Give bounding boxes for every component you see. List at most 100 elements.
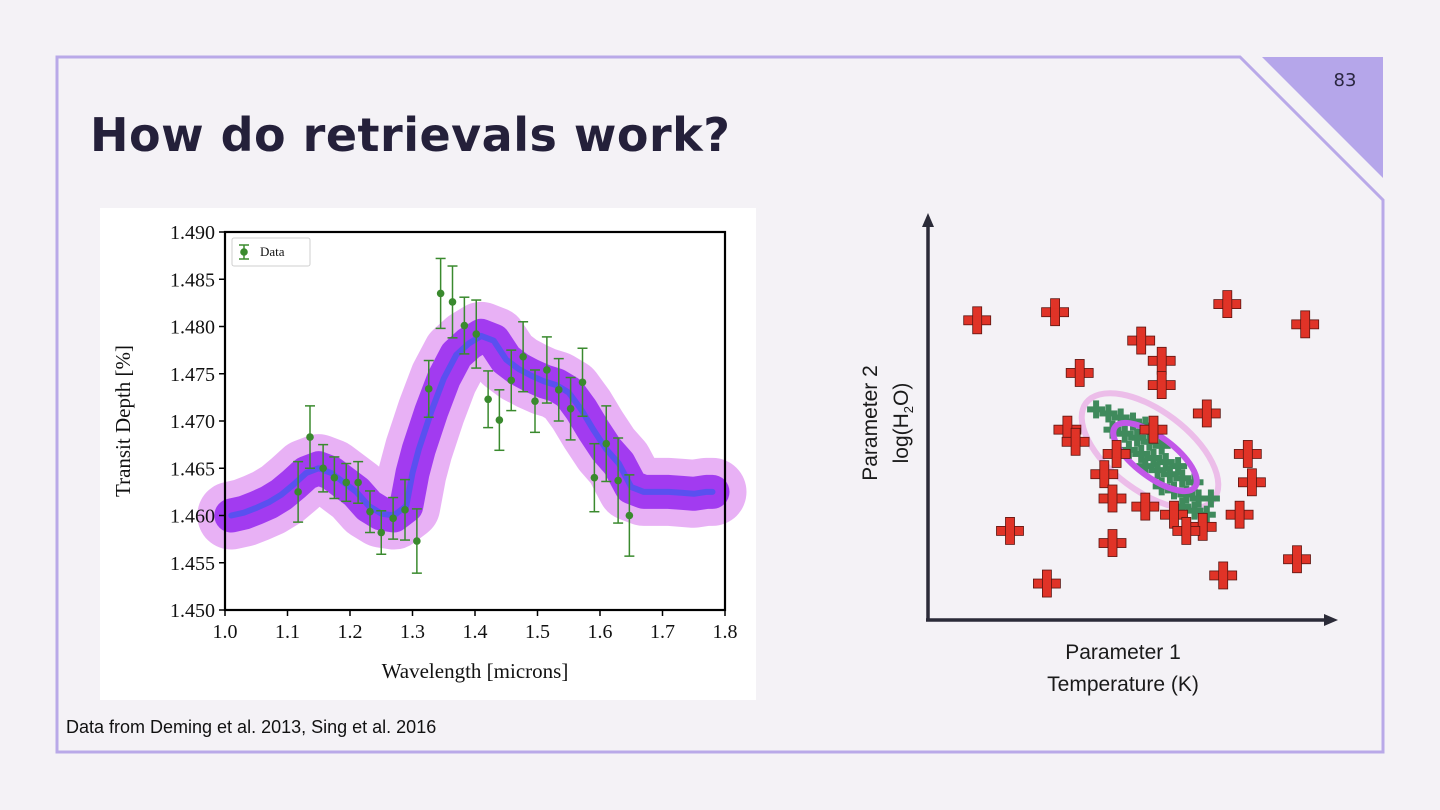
data-point [435, 257, 446, 330]
data-marker [342, 478, 351, 487]
rejected-center [1137, 336, 1146, 345]
data-point [565, 376, 576, 441]
slide-number: 83 [1333, 70, 1357, 91]
data-marker [543, 366, 551, 374]
accepted-marker [1152, 436, 1171, 455]
accepted-marker [1144, 449, 1163, 467]
data-marker [424, 385, 433, 393]
data-marker [519, 352, 527, 361]
rejected-marker [1032, 569, 1061, 598]
inner-contour [1110, 419, 1200, 495]
accepted-bar-v [1138, 444, 1145, 463]
parameter-space-diagram: Parameter 1 Temperature (K) Parameter 2 … [850, 205, 1350, 715]
data-marker [413, 537, 421, 545]
model-line [228, 332, 716, 519]
rejected-marker [1147, 371, 1176, 400]
accepted-bar-v [1195, 489, 1202, 508]
accepted-bar-v [1134, 428, 1141, 447]
rejected-center [1248, 478, 1256, 487]
x-tick-label: 1.0 [213, 621, 238, 643]
data-marker [330, 473, 339, 482]
rejected-marker [1192, 399, 1221, 428]
transit-depth-chart: 1.0 1.1 1.2 1.3 1.4 1.5 1.6 1.7 1.8 1.450 1.455 1.4… [100, 208, 756, 700]
y-tick-label: 1.485 [170, 269, 215, 291]
y-tick-label: 1.475 [170, 364, 215, 386]
y-tick-label: 1.490 [170, 222, 215, 244]
data-marker [436, 289, 445, 298]
y-axis-arrowhead [922, 213, 934, 227]
rejected-marker [1283, 545, 1311, 574]
data-point [329, 456, 340, 500]
accepted-marker [1177, 485, 1196, 504]
source-caption: Data from Deming et al. 2013, Sing et al… [66, 717, 437, 737]
rejected-center [1293, 555, 1301, 564]
data-point [365, 490, 375, 534]
rejected-center [1157, 356, 1166, 365]
data-point [305, 405, 315, 469]
rejected-marker [1090, 460, 1119, 489]
rejected-center [1100, 470, 1109, 479]
slide-title: How do retrievals work? [90, 108, 731, 162]
rejected-marker [1209, 561, 1238, 590]
rejected-marker [1237, 468, 1266, 497]
data-marker [531, 397, 539, 405]
accepted-bar-v [1166, 465, 1173, 484]
accepted-marker [1185, 501, 1204, 520]
accepted-marker [1099, 404, 1118, 423]
rejected-marker [1139, 415, 1168, 444]
y-tick-label: 1.460 [170, 506, 215, 528]
y-tick-label: 1.450 [170, 600, 215, 622]
data-point [601, 405, 612, 483]
parameter-space-svg: Parameter 1 Temperature (K) Parameter 2 … [859, 213, 1338, 696]
rejected-marker [1098, 529, 1127, 557]
accepted-bar-v [1150, 449, 1157, 467]
rejected-center [1149, 425, 1158, 434]
rejected-center [1141, 502, 1150, 511]
x-tick-label: 1.1 [275, 621, 300, 643]
accepted-bar-v [1207, 489, 1214, 508]
data-marker [625, 511, 634, 520]
data-marker [460, 321, 469, 330]
rejected-marker [1098, 484, 1127, 513]
data-marker [578, 378, 587, 387]
data-marker [366, 507, 374, 516]
rejected-center [973, 316, 982, 325]
data-marker [354, 478, 362, 487]
x-axis-label-line2: Temperature (K) [1047, 673, 1199, 696]
data-point [613, 437, 624, 524]
rejected-marker [1225, 500, 1254, 529]
plot-axes-box [223, 230, 727, 612]
accepted-marker [1132, 444, 1151, 463]
accepted-marker [1156, 453, 1175, 472]
rejected-center [1202, 409, 1211, 418]
accepted-marker [1189, 489, 1208, 508]
data-marker [495, 416, 504, 424]
accepted-marker [1148, 461, 1167, 480]
data-marker [377, 528, 386, 537]
data-point [341, 462, 352, 503]
x-tick-label: 1.4 [463, 621, 488, 643]
data-marker [294, 488, 302, 496]
accepted-marker [1136, 457, 1155, 476]
accepted-marker [1169, 457, 1188, 476]
accepted-bar-v [1093, 400, 1100, 419]
accepted-marker [1173, 469, 1192, 488]
accepted-marker [1160, 465, 1179, 484]
data-point [318, 443, 329, 493]
accepted-bar-v [1142, 457, 1149, 476]
accepted-bar-v [1105, 404, 1112, 423]
data-point [553, 357, 564, 422]
accepted-marker [1173, 497, 1192, 516]
rejected-center [1112, 450, 1121, 458]
y-tick-label: 1.470 [170, 411, 215, 433]
data-point [376, 510, 387, 555]
data-point [411, 508, 422, 574]
data-point [447, 265, 458, 339]
data-point [459, 296, 470, 355]
y-tick-label: 1.465 [170, 458, 215, 480]
rejected-marker [1041, 298, 1070, 327]
rejected-marker [1172, 516, 1201, 545]
x-tick-label: 1.7 [650, 621, 675, 643]
rejected-center [1243, 450, 1252, 458]
rejected-marker [1131, 492, 1160, 521]
